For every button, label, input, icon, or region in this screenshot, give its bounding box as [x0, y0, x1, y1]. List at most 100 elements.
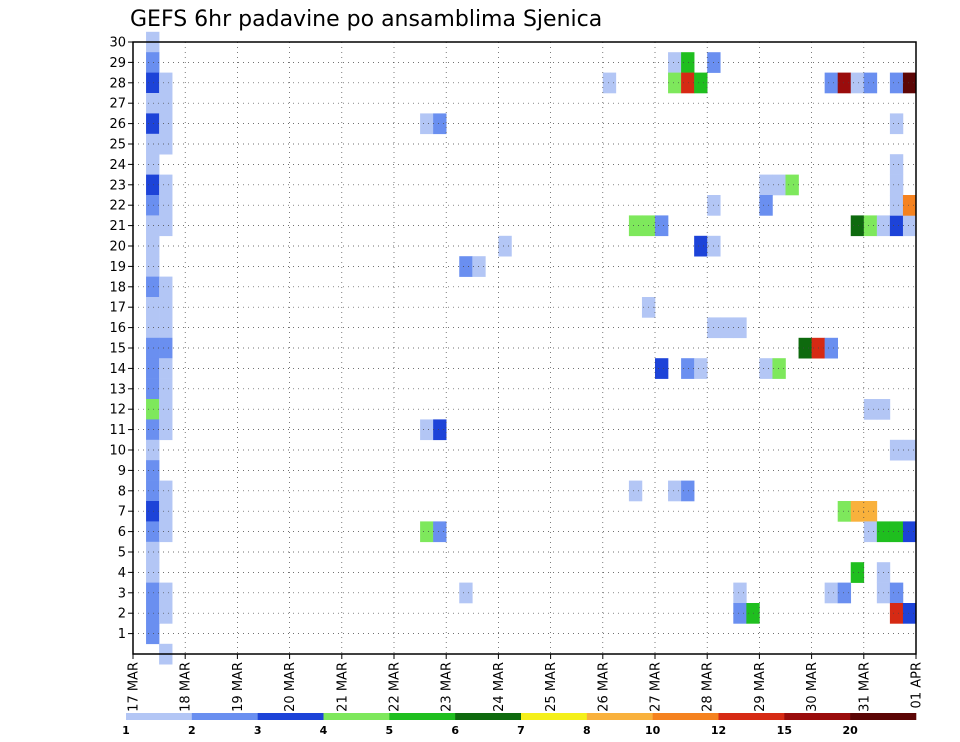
heatmap-cell: [433, 521, 447, 543]
heatmap-cell: [159, 317, 173, 339]
heatmap-cell: [902, 521, 917, 543]
x-tick-label: 24 MAR: [492, 662, 507, 712]
heatmap-cell: [889, 154, 904, 175]
x-tick-label: 01 APR: [910, 662, 925, 708]
heatmap-cell: [889, 439, 904, 461]
heatmap-cell: [863, 399, 878, 420]
heatmap-cell: [146, 337, 160, 359]
heatmap-cell: [146, 297, 160, 318]
heatmap-cell: [159, 378, 173, 400]
y-axis-ticks: 1234567891011121314151617181920212223242…: [109, 36, 133, 642]
heatmap-cell: [159, 174, 173, 196]
heatmap-cell: [433, 419, 447, 441]
legend-label: 1: [122, 724, 130, 737]
y-tick-label: 25: [109, 138, 126, 153]
heatmap-cell: [902, 195, 917, 216]
heatmap-cell: [668, 72, 682, 94]
legend-color-swatch: [389, 713, 456, 720]
heatmap-cell: [681, 52, 695, 73]
y-tick-label: 29: [109, 56, 126, 71]
heatmap-cell: [668, 52, 682, 73]
heatmap-cell: [159, 297, 173, 318]
y-tick-label: 20: [109, 240, 126, 255]
heatmap-cell: [889, 215, 904, 237]
heatmap-cell: [681, 358, 695, 379]
y-tick-label: 1: [118, 627, 126, 642]
heatmap-cell: [146, 235, 160, 257]
heatmap-cell: [146, 419, 160, 441]
heatmap-cell: [159, 113, 173, 135]
x-tick-label: 27 MAR: [649, 662, 664, 712]
heatmap-cell: [655, 215, 669, 237]
heatmap-cell: [146, 521, 160, 543]
y-tick-label: 2: [118, 607, 126, 622]
legend-label: 3: [254, 724, 262, 737]
y-tick-label: 30: [109, 36, 126, 51]
heatmap-cell: [902, 603, 917, 624]
heatmap-cell: [159, 603, 173, 624]
heatmap-cell: [902, 439, 917, 461]
heatmap-cell: [420, 419, 434, 441]
heatmap-cell: [159, 582, 173, 604]
legend-label: 4: [320, 724, 328, 737]
heatmap-cell: [146, 317, 160, 339]
heatmap-cell: [159, 337, 173, 359]
heatmap-cell: [733, 603, 747, 624]
heatmap-cell: [889, 113, 904, 135]
heatmap-cell: [694, 235, 708, 257]
x-tick-label: 21 MAR: [335, 662, 350, 712]
heatmap-cell: [146, 603, 160, 624]
heatmap-cell: [146, 72, 160, 94]
heatmap-cell: [759, 195, 773, 216]
legend-label: 2: [188, 724, 196, 737]
heatmap-cell: [146, 623, 160, 645]
x-tick-label: 20 MAR: [283, 662, 298, 712]
y-tick-label: 21: [109, 219, 126, 234]
y-tick-label: 8: [118, 484, 126, 499]
heatmap-cell: [459, 582, 473, 604]
y-tick-label: 27: [109, 97, 126, 112]
heatmap-cell: [159, 215, 173, 237]
heatmap-cell: [159, 521, 173, 543]
heatmap-cell: [628, 215, 643, 237]
heatmap-cell: [159, 93, 173, 114]
x-tick-label: 18 MAR: [179, 662, 194, 712]
heatmap-cell: [146, 562, 160, 583]
legend-color-swatch: [455, 713, 522, 720]
y-tick-label: 26: [109, 117, 126, 132]
heatmap-cell: [159, 399, 173, 420]
heatmap-cell: [146, 174, 160, 196]
y-tick-label: 9: [118, 464, 126, 479]
heatmap-cell: [759, 174, 773, 196]
heatmap-cell: [759, 358, 773, 379]
y-tick-label: 12: [109, 403, 126, 418]
heatmap-cell: [889, 195, 904, 216]
heatmap-cell: [772, 358, 786, 379]
heatmap-cells: [146, 31, 917, 665]
chart-title: GEFS 6hr padavine po ansamblima Sjenica: [130, 7, 602, 32]
legend-color-swatch: [850, 713, 917, 720]
y-tick-label: 18: [109, 280, 126, 295]
heatmap-cell: [837, 582, 852, 604]
heatmap-cell: [824, 337, 838, 359]
heatmap-cell: [863, 521, 878, 543]
x-tick-label: 25 MAR: [544, 662, 559, 712]
heatmap-cell: [146, 501, 160, 522]
color-legend: 1 2 3 4 5 6 7 8 10 12 15 20: [122, 713, 917, 737]
heatmap-cell: [146, 256, 160, 277]
heatmap-cell: [159, 195, 173, 216]
y-tick-label: 14: [109, 362, 126, 377]
y-tick-label: 13: [109, 382, 126, 397]
heatmap-cell: [902, 215, 917, 237]
heatmap-cell: [146, 195, 160, 216]
y-tick-label: 5: [118, 546, 126, 561]
heatmap-cell: [785, 174, 799, 196]
heatmap-cell: [863, 501, 878, 522]
y-tick-label: 7: [118, 505, 126, 520]
heatmap-cell: [772, 174, 786, 196]
heatmap-cell: [146, 276, 160, 298]
plot-grid: [132, 41, 917, 654]
heatmap-cell: [498, 235, 512, 257]
heatmap-cell: [146, 113, 160, 135]
